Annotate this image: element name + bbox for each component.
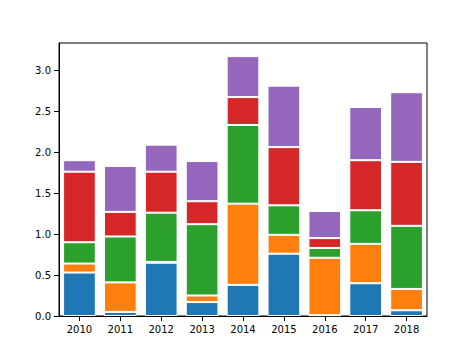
svg-text:2010: 2010 bbox=[67, 324, 92, 335]
svg-text:2014: 2014 bbox=[230, 324, 255, 335]
svg-text:1.0: 1.0 bbox=[35, 229, 51, 240]
svg-text:2012: 2012 bbox=[148, 324, 173, 335]
svg-text:2013: 2013 bbox=[189, 324, 214, 335]
svg-text:2011: 2011 bbox=[108, 324, 133, 335]
svg-text:3.0: 3.0 bbox=[35, 65, 51, 76]
svg-text:0.5: 0.5 bbox=[35, 270, 51, 281]
svg-text:2017: 2017 bbox=[353, 324, 378, 335]
svg-text:2015: 2015 bbox=[271, 324, 296, 335]
svg-text:2.0: 2.0 bbox=[35, 147, 51, 158]
svg-text:2018: 2018 bbox=[394, 324, 419, 335]
svg-text:2.5: 2.5 bbox=[35, 106, 51, 117]
svg-text:2016: 2016 bbox=[312, 324, 337, 335]
svg-text:1.5: 1.5 bbox=[35, 188, 51, 199]
svg-text:0.0: 0.0 bbox=[35, 311, 51, 322]
